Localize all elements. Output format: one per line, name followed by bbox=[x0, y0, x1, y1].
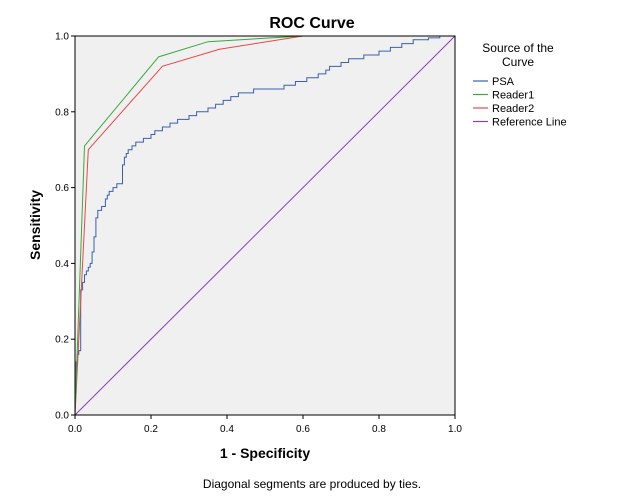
legend-title-line2: Curve bbox=[502, 55, 534, 69]
series-line-reference-line bbox=[74, 35, 456, 416]
legend-label: Reference Line bbox=[492, 117, 567, 129]
legend-label: PSA bbox=[492, 76, 515, 88]
y-axis-ticks: 0.0 0.2 0.4 0.6 0.8 1.0 bbox=[55, 32, 75, 422]
footnote: Diagonal segments are produced by ties. bbox=[203, 477, 421, 491]
y-tick-label: 0.0 bbox=[55, 411, 69, 422]
x-tick-label: 0.8 bbox=[372, 424, 386, 435]
x-tick-label: 0.4 bbox=[220, 424, 234, 435]
x-tick-label: 0.0 bbox=[68, 424, 82, 435]
x-axis-label: 1 - Specificity bbox=[220, 445, 310, 461]
y-axis-label: Sensitivity bbox=[27, 190, 43, 260]
y-tick-label: 0.8 bbox=[55, 107, 69, 118]
y-tick-label: 0.4 bbox=[55, 259, 69, 270]
x-tick-label: 1.0 bbox=[448, 424, 462, 435]
x-tick-label: 0.6 bbox=[296, 424, 310, 435]
plot-frame bbox=[74, 35, 456, 416]
legend-title-line1: Source of the bbox=[482, 41, 554, 55]
legend-label: Reader2 bbox=[492, 103, 534, 115]
series-line-psa bbox=[74, 35, 455, 415]
x-tick-label: 0.2 bbox=[144, 424, 158, 435]
y-tick-label: 0.2 bbox=[55, 335, 69, 346]
legend-label: Reader1 bbox=[492, 90, 534, 102]
x-axis-ticks: 0.0 0.2 0.4 0.6 0.8 1.0 bbox=[68, 415, 462, 435]
y-tick-label: 1.0 bbox=[55, 32, 69, 43]
chart-title: ROC Curve bbox=[269, 15, 354, 32]
y-tick-label: 0.6 bbox=[55, 183, 69, 194]
